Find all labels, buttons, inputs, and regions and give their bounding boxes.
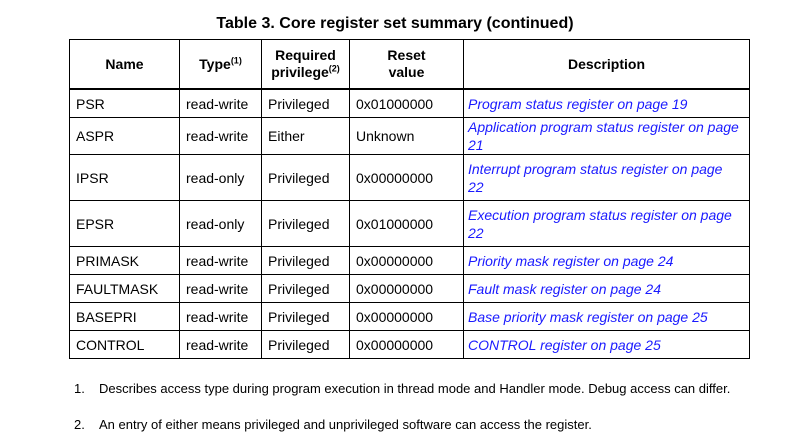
cell-reset: 0x01000000 — [349, 200, 464, 247]
header-reset: Reset value — [349, 39, 464, 90]
footnote-ref-1[interactable]: (1) — [230, 54, 242, 65]
header-type: Type(1) — [179, 39, 262, 90]
description-link[interactable]: Priority mask register on page 24 — [463, 246, 750, 275]
cell-reset: 0x00000000 — [349, 330, 464, 359]
cell-name: PSR — [69, 88, 180, 118]
cell-privilege: Either — [261, 117, 350, 155]
header-privilege: Required privilege(2) — [261, 39, 350, 90]
cell-privilege: Privileged — [261, 330, 350, 359]
table-row: CONTROL read-write Privileged 0x00000000… — [69, 330, 750, 359]
cell-name: EPSR — [69, 200, 180, 247]
table-row: PSR read-write Privileged 0x01000000 Pro… — [69, 88, 750, 118]
table-row: BASEPRI read-write Privileged 0x00000000… — [69, 302, 750, 331]
footnote-ref-2[interactable]: (2) — [328, 63, 340, 74]
cell-privilege: Privileged — [261, 274, 350, 303]
cell-name: FAULTMASK — [69, 274, 180, 303]
footnote-text: Describes access type during program exe… — [99, 381, 731, 396]
cell-reset: 0x00000000 — [349, 154, 464, 201]
cell-type: read-write — [179, 302, 262, 331]
description-link[interactable]: Base priority mask register on page 25 — [463, 302, 750, 331]
core-register-table: Name Type(1) Required privilege(2) Reset v… — [69, 39, 750, 359]
cell-name: CONTROL — [69, 330, 180, 359]
description-link[interactable]: Interrupt program status register on pag… — [463, 154, 750, 201]
cell-privilege: Privileged — [261, 200, 350, 247]
footnote-2: 2. An entry of either means privileged a… — [74, 418, 734, 432]
cell-type: read-write — [179, 117, 262, 155]
cell-type: read-write — [179, 330, 262, 359]
cell-reset: 0x00000000 — [349, 302, 464, 331]
cell-reset: Unknown — [349, 117, 464, 155]
footnote-number: 2. — [74, 417, 85, 432]
cell-name: PRIMASK — [69, 246, 180, 275]
cell-name: IPSR — [69, 154, 180, 201]
table-row: EPSR read-only Privileged 0x01000000 Exe… — [69, 200, 750, 247]
table-header-row: Name Type(1) Required privilege(2) Reset v… — [69, 39, 750, 90]
description-link[interactable]: Application program status register on p… — [463, 117, 750, 155]
table-row: PRIMASK read-write Privileged 0x00000000… — [69, 246, 750, 275]
footnote-text: An entry of either means privileged and … — [99, 417, 592, 432]
cell-type: read-write — [179, 88, 262, 118]
description-link[interactable]: Fault mask register on page 24 — [463, 274, 750, 303]
table-row: ASPR read-write Either Unknown Applicati… — [69, 117, 750, 155]
cell-type: read-write — [179, 274, 262, 303]
cell-privilege: Privileged — [261, 88, 350, 118]
header-name: Name — [69, 39, 180, 90]
cell-privilege: Privileged — [261, 246, 350, 275]
cell-privilege: Privileged — [261, 154, 350, 201]
cell-reset: 0x01000000 — [349, 88, 464, 118]
table-title: Table 3. Core register set summary (cont… — [216, 15, 574, 32]
cell-reset: 0x00000000 — [349, 246, 464, 275]
cell-reset: 0x00000000 — [349, 274, 464, 303]
cell-name: ASPR — [69, 117, 180, 155]
description-link[interactable]: Execution program status register on pag… — [463, 200, 750, 247]
footnote-number: 1. — [74, 381, 85, 396]
description-link[interactable]: Program status register on page 19 — [463, 88, 750, 118]
cell-name: BASEPRI — [69, 302, 180, 331]
cell-type: read-only — [179, 200, 262, 247]
table-row: FAULTMASK read-write Privileged 0x000000… — [69, 274, 750, 303]
cell-privilege: Privileged — [261, 302, 350, 331]
description-link[interactable]: CONTROL register on page 25 — [463, 330, 750, 359]
cell-type: read-only — [179, 154, 262, 201]
table-row: IPSR read-only Privileged 0x00000000 Int… — [69, 154, 750, 201]
footnote-1: 1. Describes access type during program … — [74, 382, 734, 396]
cell-type: read-write — [179, 246, 262, 275]
header-description: Description — [463, 39, 750, 90]
